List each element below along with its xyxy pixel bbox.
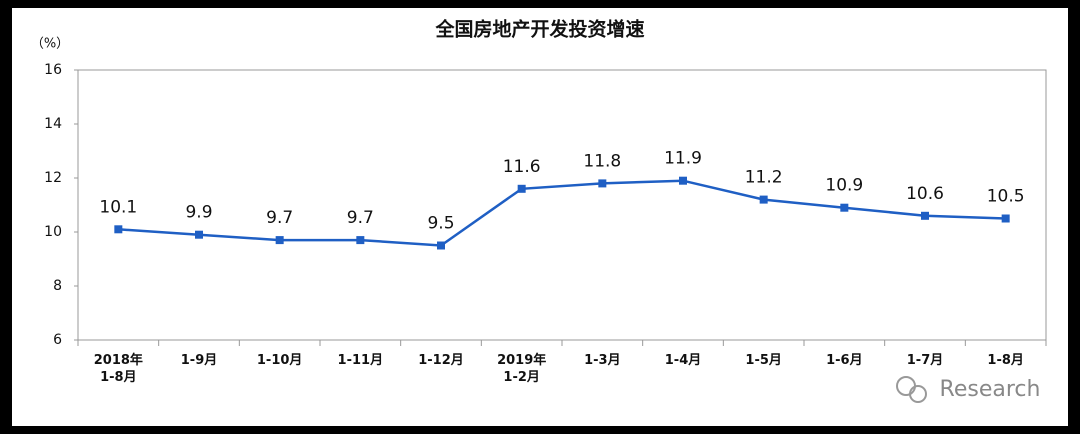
x-tick-label: 1-3月 — [584, 353, 621, 368]
y-tick-label: 14 — [44, 116, 62, 132]
x-tick-label: 1-5月 — [745, 353, 782, 368]
marker — [679, 176, 687, 185]
x-tick-label: 1-4月 — [664, 353, 702, 368]
marker — [840, 203, 849, 212]
watermark-icon — [896, 376, 927, 403]
data-label: 10.6 — [906, 184, 944, 204]
marker — [275, 236, 284, 245]
x-tick-label: 1-10月 — [256, 353, 303, 368]
x-tick-label: 1-11月 — [337, 353, 384, 368]
marker — [759, 195, 768, 204]
data-label: 9.7 — [347, 208, 374, 228]
y-unit: （%） — [31, 37, 69, 52]
data-label: 9.7 — [266, 208, 293, 228]
marker — [356, 236, 365, 245]
line — [118, 179, 1006, 247]
marker — [517, 184, 526, 193]
background — [12, 8, 1068, 426]
watermark: Research — [940, 377, 1041, 402]
y-tick-label: 6 — [53, 332, 62, 348]
data-label: 9.5 — [427, 214, 454, 234]
data-label: 9.9 — [185, 203, 212, 223]
marker — [114, 225, 123, 234]
x-tick-label: 1-6月 — [826, 353, 863, 368]
data-label: 11.2 — [745, 168, 783, 188]
data-label: 11.6 — [503, 157, 541, 177]
y-tick-label: 10 — [44, 224, 62, 240]
marker — [437, 241, 445, 250]
marker — [921, 211, 929, 220]
x-tick-label: 2018年 1-8月 — [93, 353, 143, 385]
marker — [195, 230, 203, 239]
x-tick-label: 2019年 1-2月 — [497, 353, 547, 385]
x-tick-label: 1-12月 — [418, 353, 464, 368]
marker — [598, 179, 607, 188]
data-label: 11.9 — [664, 149, 702, 169]
x-tick-label: 1-8月 — [987, 353, 1024, 368]
chart-title: 全国房地产开发投资增速 — [434, 18, 644, 41]
x-tick-label: 1-9月 — [180, 353, 218, 368]
data-label: 10.1 — [99, 197, 137, 217]
y-tick-label: 12 — [44, 170, 62, 186]
x-tick-label: 1-7月 — [906, 353, 944, 368]
data-label: 10.5 — [987, 187, 1025, 207]
data-label: 10.9 — [825, 176, 863, 196]
marker — [1001, 214, 1010, 223]
data-label: 11.8 — [583, 151, 621, 171]
y-tick-label: 8 — [53, 278, 62, 294]
y-tick-label: 16 — [44, 62, 62, 78]
